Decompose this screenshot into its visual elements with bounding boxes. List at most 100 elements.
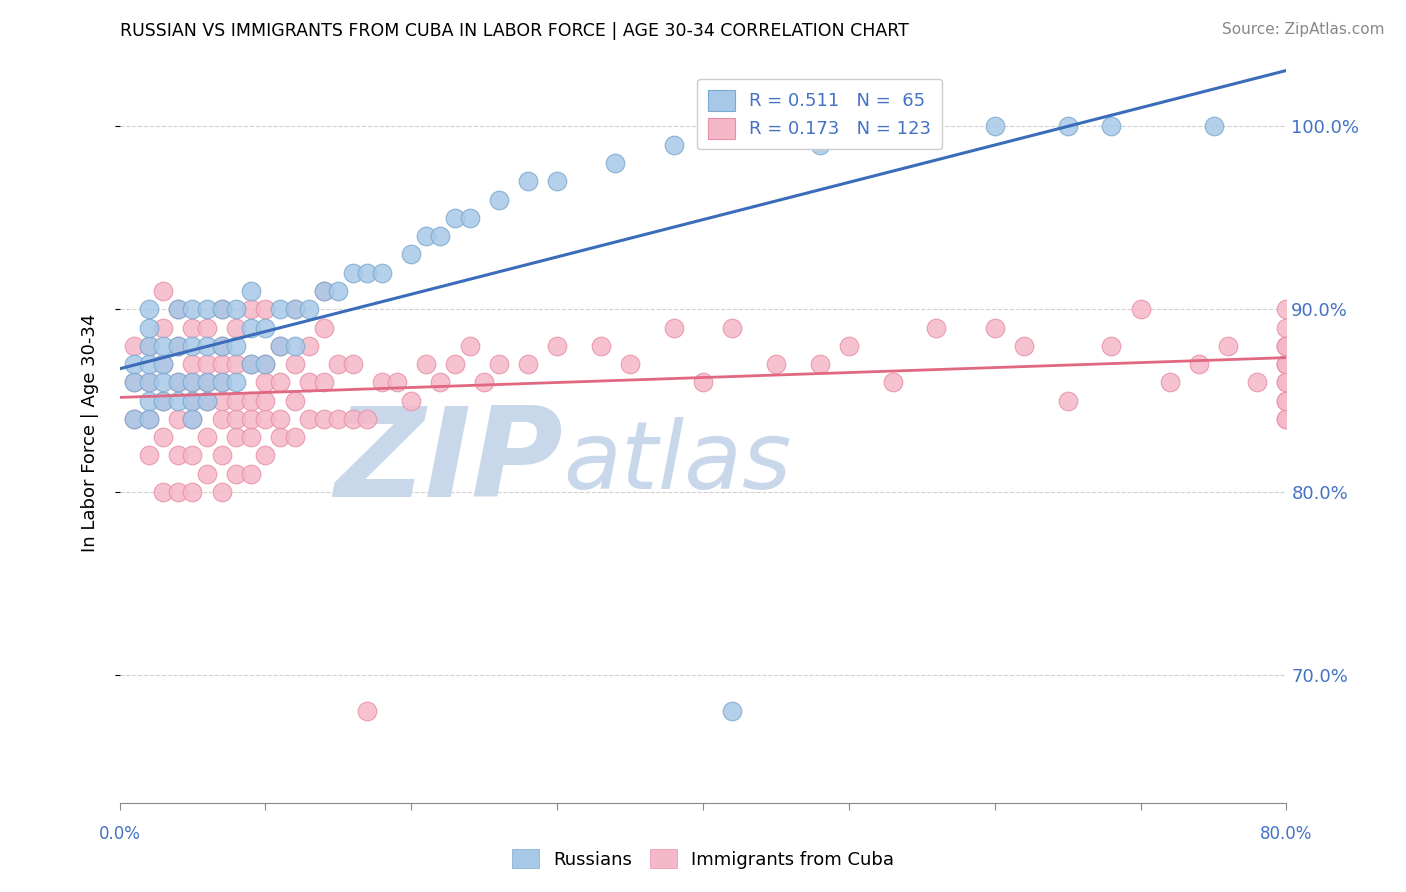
Point [488,357,510,371]
Point [181,412,204,426]
Point [983,320,1005,334]
Point [152,320,174,334]
Point [195,320,218,334]
Point [721,320,744,334]
Point [195,430,218,444]
Point [1012,339,1035,353]
Point [195,339,218,353]
Point [211,357,233,371]
Point [721,705,744,719]
Point [138,320,160,334]
Point [254,302,277,317]
Point [195,302,218,317]
Point [662,137,685,152]
Point [312,284,335,298]
Point [152,430,174,444]
Point [254,393,277,408]
Point [225,320,247,334]
Point [166,302,188,317]
Point [692,376,714,390]
Point [138,357,160,371]
Point [138,376,160,390]
Point [195,393,218,408]
Point [401,247,423,261]
Point [269,339,291,353]
Point [472,376,495,390]
Point [1099,339,1122,353]
Point [166,302,188,317]
Point [356,412,378,426]
Point [517,357,540,371]
Point [122,339,145,353]
Point [1129,302,1152,317]
Point [342,266,364,280]
Point [415,357,437,371]
Point [152,393,174,408]
Point [283,302,307,317]
Point [342,357,364,371]
Point [298,376,321,390]
Point [488,193,510,207]
Point [283,430,307,444]
Text: 0.0%: 0.0% [98,825,141,843]
Point [138,412,160,426]
Point [152,393,174,408]
Point [211,393,233,408]
Point [152,485,174,500]
Point [239,284,262,298]
Point [415,229,437,244]
Point [138,376,160,390]
Point [1099,120,1122,134]
Point [211,376,233,390]
Point [122,376,145,390]
Point [166,376,188,390]
Point [211,339,233,353]
Point [254,357,277,371]
Text: Source: ZipAtlas.com: Source: ZipAtlas.com [1222,22,1385,37]
Point [283,302,307,317]
Point [269,302,291,317]
Point [429,376,451,390]
Point [1056,393,1078,408]
Point [983,120,1005,134]
Point [1275,376,1298,390]
Point [269,412,291,426]
Point [298,339,321,353]
Point [181,376,204,390]
Text: ZIP: ZIP [335,401,562,523]
Point [225,412,247,426]
Point [312,284,335,298]
Point [458,339,481,353]
Point [225,430,247,444]
Point [181,393,204,408]
Point [239,320,262,334]
Point [239,430,262,444]
Point [225,376,247,390]
Point [269,339,291,353]
Point [1216,339,1240,353]
Point [328,357,350,371]
Point [138,339,160,353]
Point [166,412,188,426]
Point [1159,376,1181,390]
Point [444,211,467,225]
Point [166,449,188,463]
Point [619,357,641,371]
Point [181,449,204,463]
Point [152,376,174,390]
Point [371,266,394,280]
Point [298,412,321,426]
Text: RUSSIAN VS IMMIGRANTS FROM CUBA IN LABOR FORCE | AGE 30-34 CORRELATION CHART: RUSSIAN VS IMMIGRANTS FROM CUBA IN LABOR… [120,22,908,40]
Point [429,229,451,244]
Point [1275,376,1298,390]
Point [1188,357,1211,371]
Point [546,174,568,188]
Point [195,357,218,371]
Point [239,467,262,481]
Point [808,357,831,371]
Point [152,339,174,353]
Point [181,412,204,426]
Point [911,120,934,134]
Point [211,485,233,500]
Point [1275,320,1298,334]
